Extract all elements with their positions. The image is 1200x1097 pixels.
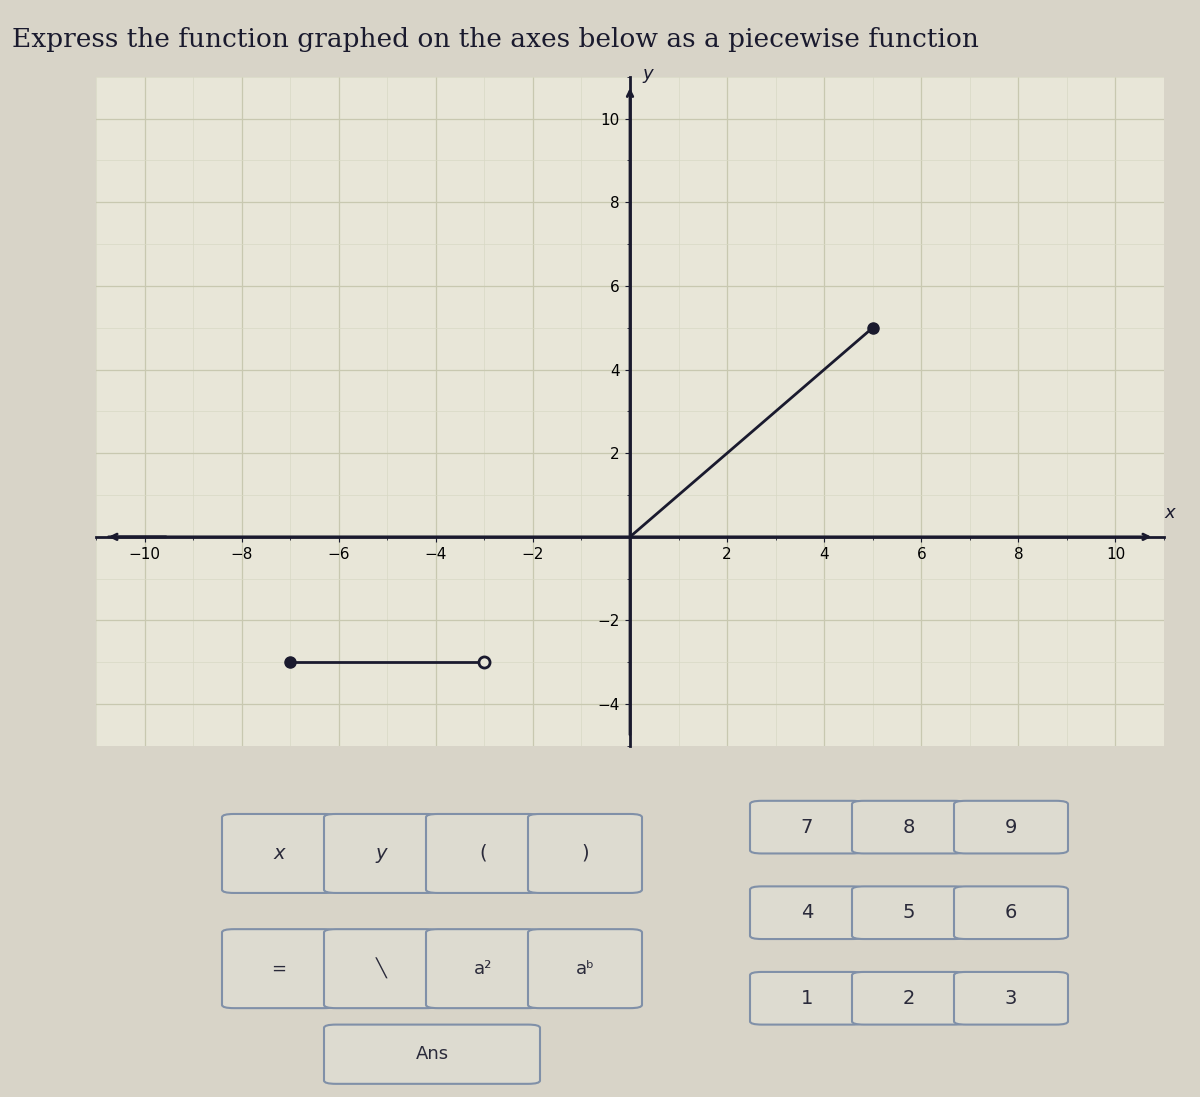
Text: x: x bbox=[274, 844, 284, 863]
Text: 7: 7 bbox=[800, 817, 814, 837]
FancyBboxPatch shape bbox=[852, 801, 966, 853]
Text: 3: 3 bbox=[1004, 988, 1018, 1008]
FancyBboxPatch shape bbox=[750, 886, 864, 939]
Text: (: ( bbox=[479, 844, 487, 863]
FancyBboxPatch shape bbox=[222, 814, 336, 893]
FancyBboxPatch shape bbox=[954, 972, 1068, 1025]
Text: ╲: ╲ bbox=[376, 958, 386, 980]
FancyBboxPatch shape bbox=[954, 801, 1068, 853]
FancyBboxPatch shape bbox=[222, 929, 336, 1008]
Text: Ans: Ans bbox=[415, 1045, 449, 1063]
FancyBboxPatch shape bbox=[954, 886, 1068, 939]
Text: x: x bbox=[1164, 505, 1175, 522]
FancyBboxPatch shape bbox=[528, 814, 642, 893]
FancyBboxPatch shape bbox=[426, 929, 540, 1008]
Text: 2: 2 bbox=[902, 988, 916, 1008]
Text: 1: 1 bbox=[800, 988, 814, 1008]
Text: 4: 4 bbox=[800, 903, 814, 923]
Text: 9: 9 bbox=[1004, 817, 1018, 837]
Text: ): ) bbox=[581, 844, 589, 863]
Text: Express the function graphed on the axes below as a piecewise function: Express the function graphed on the axes… bbox=[12, 27, 979, 53]
FancyBboxPatch shape bbox=[852, 972, 966, 1025]
FancyBboxPatch shape bbox=[324, 814, 438, 893]
FancyBboxPatch shape bbox=[426, 814, 540, 893]
FancyBboxPatch shape bbox=[324, 929, 438, 1008]
FancyBboxPatch shape bbox=[750, 801, 864, 853]
FancyBboxPatch shape bbox=[324, 1025, 540, 1084]
FancyBboxPatch shape bbox=[750, 972, 864, 1025]
FancyBboxPatch shape bbox=[528, 929, 642, 1008]
Text: 8: 8 bbox=[902, 817, 916, 837]
Text: y: y bbox=[376, 844, 386, 863]
Text: =: = bbox=[271, 960, 287, 977]
Text: aᵇ: aᵇ bbox=[576, 960, 594, 977]
Text: 6: 6 bbox=[1004, 903, 1018, 923]
Text: y: y bbox=[642, 65, 653, 83]
Text: a²: a² bbox=[474, 960, 492, 977]
FancyBboxPatch shape bbox=[852, 886, 966, 939]
Text: 5: 5 bbox=[902, 903, 916, 923]
